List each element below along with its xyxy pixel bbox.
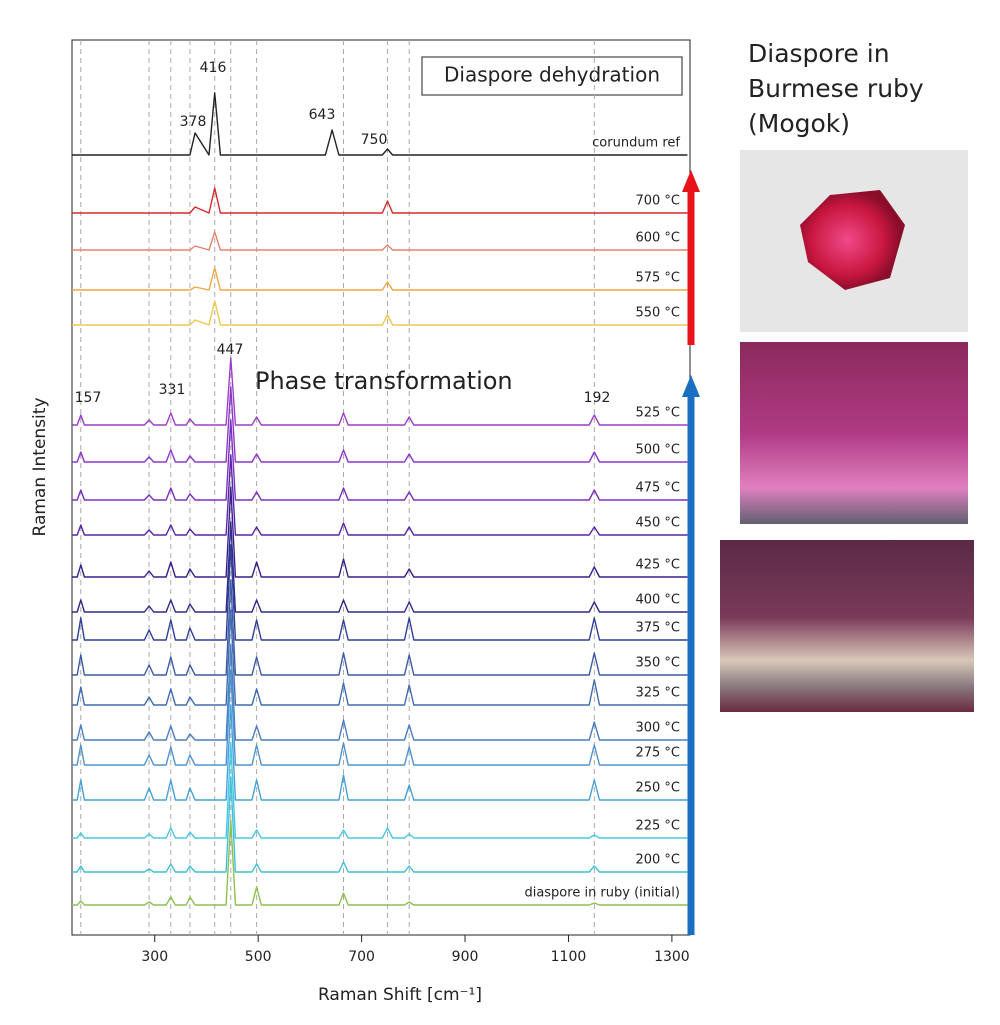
spectrum-line [72,419,688,501]
spectrum-line [72,386,688,463]
spectrum-line [72,187,688,214]
series-label: 450 °C [635,516,680,531]
spectrum-line [72,819,688,906]
series-label: 250 °C [635,781,680,796]
x-tick-label: 900 [452,949,479,965]
peak-label: 750 [361,132,388,148]
blue-arrow-head [682,375,700,397]
series-label: 375 °C [635,621,680,636]
peak-label: 378 [180,114,207,130]
photo-diaspore-2 [720,540,974,712]
side-title: Burmese ruby [748,74,924,103]
spectrum-line [72,704,688,801]
photo-crystal-shape [800,190,905,290]
x-tick-label: 1300 [654,949,690,965]
x-tick-label: 300 [141,949,168,965]
series-label: 200 °C [635,853,680,868]
spectrum-line [72,521,688,613]
spectrum-line [72,92,688,156]
x-axis-label: Raman Shift [cm⁻¹] [318,985,482,1005]
series-label: 475 °C [635,481,680,496]
x-tick-label: 1100 [551,949,587,965]
peak-label: 192 [584,390,611,406]
peak-label: 643 [309,107,336,123]
spectrum-line [72,776,688,873]
side-title: (Mogok) [748,109,850,138]
series-label: 350 °C [635,656,680,671]
series-label: 700 °C [635,194,680,209]
series-label: diaspore in ruby (initial) [524,886,680,901]
peak-label: 331 [159,382,186,398]
red-arrow-head [682,170,700,192]
spectrum-line [72,486,688,578]
spectrum-line [72,669,688,766]
photo-diaspore-1 [740,342,968,524]
title-box [421,56,683,96]
series-label: 525 °C [635,406,680,421]
series-label: 500 °C [635,443,680,458]
phase-annotation: Phase transformation [255,367,513,395]
spectrum-line [72,357,688,426]
spectrum-line [72,579,688,676]
spectrum-line [72,544,688,641]
peak-label: 157 [75,390,102,406]
x-tick-label: 700 [348,949,375,965]
side-title: Diaspore in [748,39,890,68]
spectrum-line [72,609,688,706]
series-label: 275 °C [635,746,680,761]
peak-label: 416 [200,60,227,76]
series-label: 300 °C [635,721,680,736]
y-axis-label: Raman Intensity [30,397,50,536]
series-label: 325 °C [635,686,680,701]
x-tick-label: 500 [245,949,272,965]
series-label: 400 °C [635,593,680,608]
peak-label: 447 [217,342,244,358]
series-label: 225 °C [635,819,680,834]
spectrum-line [72,644,688,741]
spectrum-line [72,267,688,291]
series-label: 600 °C [635,231,680,246]
plot-frame [71,39,691,936]
series-label: 425 °C [635,558,680,573]
series-label: 550 °C [635,306,680,321]
spectrum-line [72,300,688,326]
spectrum-line [72,742,688,839]
spectrum-line [72,231,688,251]
series-label: 575 °C [635,271,680,286]
chart-title: Diaspore dehydration [444,63,660,87]
series-label: corundum ref [592,136,680,151]
spectrum-line [72,454,688,536]
